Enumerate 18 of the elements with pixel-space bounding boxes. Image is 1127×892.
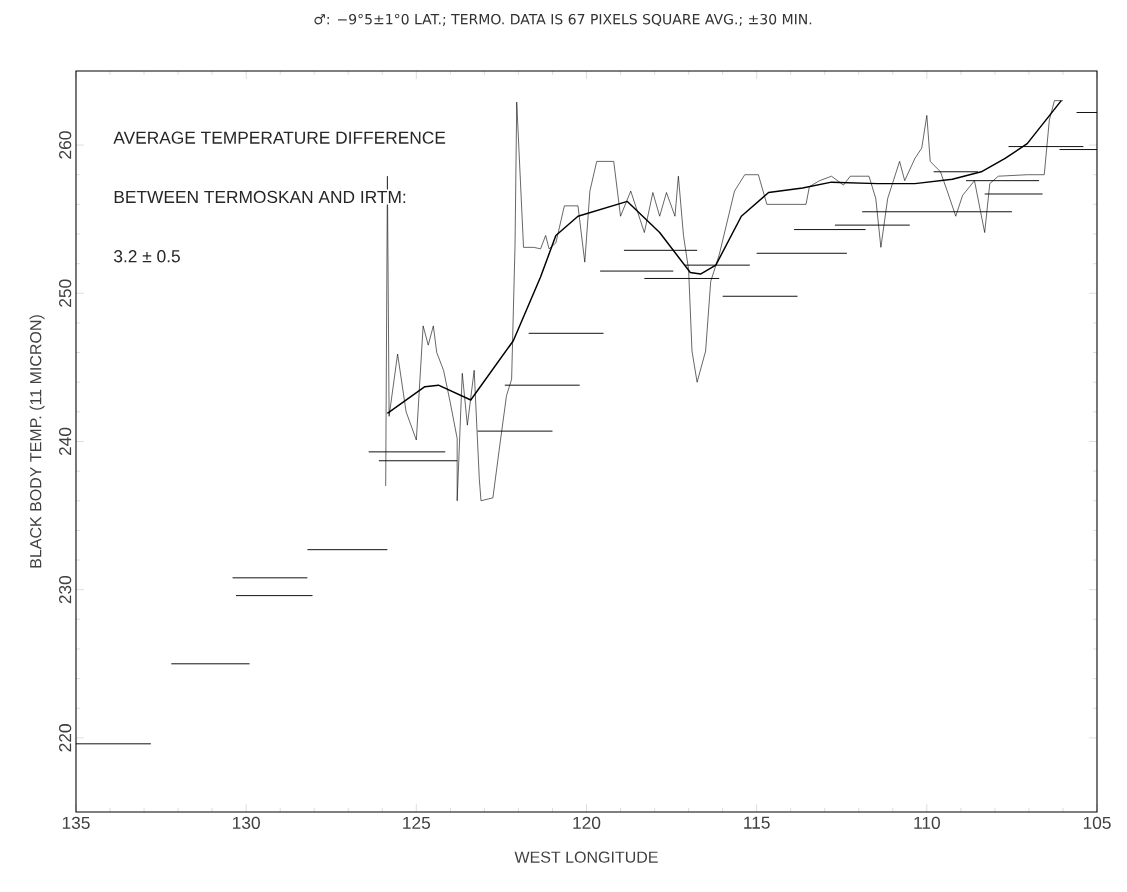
- y-tick-label: 220: [59, 724, 72, 752]
- x-tick-label: 120: [573, 816, 601, 829]
- y-tick-label: 240: [59, 427, 72, 456]
- annotation: BETWEEN TERMOSKAN AND IRTM:: [114, 190, 406, 204]
- y-axis-title: BLACK BODY TEMP. (11 MICRON): [29, 315, 45, 568]
- x-tick-label: 105: [1083, 816, 1111, 829]
- x-tick-label: 110: [914, 816, 940, 829]
- y-tick-label: 230: [59, 575, 72, 604]
- x-tick-label: 135: [62, 816, 90, 829]
- y-tick-label: 250: [59, 279, 72, 307]
- x-tick-label: 130: [233, 816, 260, 829]
- chart-title: ♂: −9°5±1°0 LAT.; TERMO. DATA IS 67 PIXELS SQUARE AVG.; ±30 MIN.: [314, 13, 812, 27]
- x-tick-label: 115: [744, 816, 770, 829]
- annotation: 3.2 ± 0.5: [114, 250, 180, 263]
- y-tick-label: 260: [59, 131, 72, 159]
- x-axis-title: WEST LONGITUDE: [514, 851, 658, 863]
- x-tick-label: 125: [403, 816, 431, 829]
- annotation: AVERAGE TEMPERATURE DIFFERENCE: [113, 131, 446, 144]
